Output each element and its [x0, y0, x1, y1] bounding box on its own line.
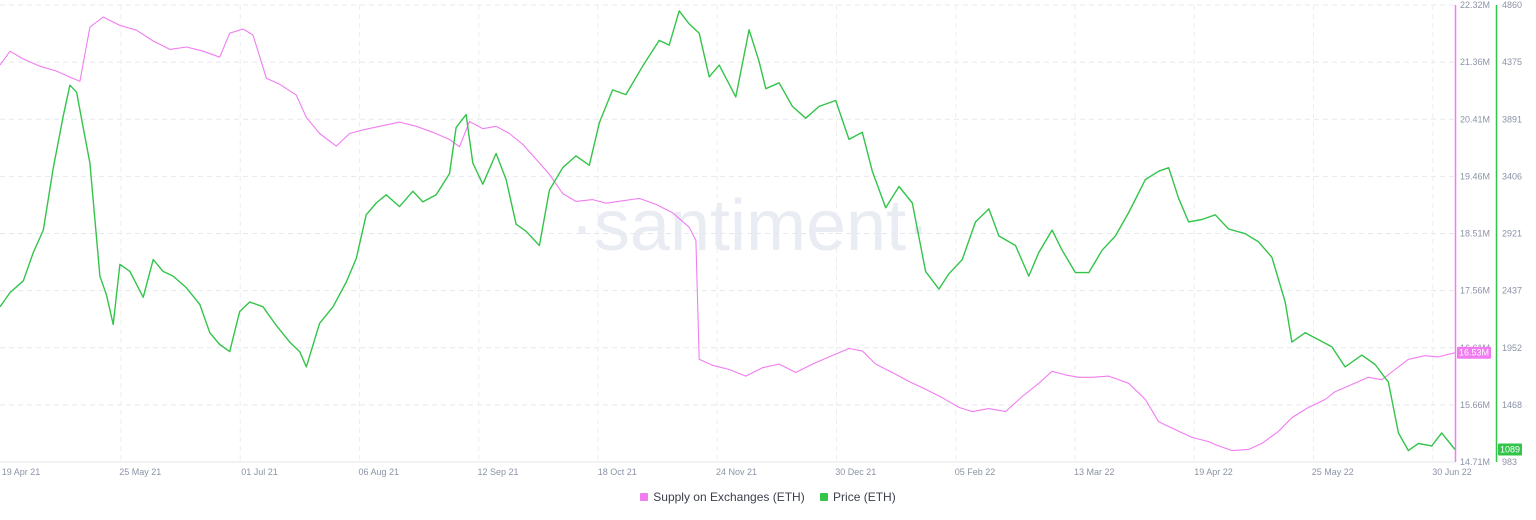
y-left-tick-label: 17.56M: [1460, 286, 1490, 296]
y-right-tick-label: 3406: [1502, 171, 1522, 181]
supply-value-badge-text: 16.53M: [1459, 348, 1489, 358]
y-right-tick-label: 983: [1502, 457, 1517, 467]
tick-labels: 22.32M 4860 21.36M 4375 20.41M 3891 19.46M 3406…: [2, 0, 1522, 477]
legend-label-price: Price (ETH): [833, 490, 896, 504]
y-left-tick-label: 18.51M: [1460, 229, 1490, 239]
y-left-tick-label: 21.36M: [1460, 57, 1490, 67]
y-right-tick-label: 1952: [1502, 343, 1522, 353]
y-right-tick-label: 2437: [1502, 286, 1522, 296]
legend-label-supply: Supply on Exchanges (ETH): [653, 490, 805, 504]
y-left-tick-label: 14.71M: [1460, 457, 1490, 467]
series-line-supply: [0, 16, 1456, 452]
y-right-tick-label: 4375: [1502, 57, 1522, 67]
series-line-price: [0, 10, 1456, 452]
x-tick-label: 13 Mar 22: [1074, 467, 1115, 477]
legend-item-price[interactable]: Price (ETH): [820, 490, 896, 504]
y-left-tick-label: 19.46M: [1460, 171, 1490, 181]
y-right-tick-label: 4860: [1502, 0, 1522, 10]
price-value-badge-text: 1089: [1500, 445, 1520, 455]
x-tick-label: 19 Apr 21: [2, 467, 41, 477]
y-right-tick-label: 3891: [1502, 114, 1522, 124]
legend-swatch-supply: [640, 493, 649, 501]
y-right-tick-label: 2921: [1502, 229, 1522, 239]
y-left-tick-label: 15.66M: [1460, 400, 1490, 410]
x-tick-label: 30 Jun 22: [1432, 467, 1472, 477]
value-badges: 16.53M 1089: [1457, 346, 1522, 456]
legend-swatch-price: [820, 493, 829, 501]
x-tick-label: 12 Sep 21: [477, 467, 518, 477]
x-tick-label: 19 Apr 22: [1194, 467, 1233, 477]
x-tick-label: 24 Nov 21: [716, 467, 757, 477]
x-tick-label: 25 May 22: [1312, 467, 1354, 477]
supply-value-badge-bg: [1457, 346, 1491, 359]
y-right-tick-label: 1468: [1502, 400, 1522, 410]
x-tick-label: 06 Aug 21: [358, 467, 399, 477]
x-tick-label: 30 Dec 21: [835, 467, 876, 477]
legend: Supply on Exchanges (ETH) Price (ETH): [0, 490, 1536, 504]
x-tick-label: 05 Feb 22: [955, 467, 996, 477]
x-tick-label: 01 Jul 21: [241, 467, 278, 477]
series-group: [0, 10, 1456, 452]
legend-item-supply[interactable]: Supply on Exchanges (ETH): [640, 490, 805, 504]
watermark-text: ·santiment·: [570, 186, 930, 266]
x-tick-label: 18 Oct 21: [598, 467, 637, 477]
x-tick-label: 25 May 21: [119, 467, 161, 477]
grid-lines: [0, 4, 1455, 463]
price-value-badge-bg: [1498, 443, 1522, 456]
y-left-tick-label: 20.41M: [1460, 114, 1490, 124]
axes: [0, 5, 1498, 463]
y-left-tick-label: 22.32M: [1460, 0, 1490, 10]
